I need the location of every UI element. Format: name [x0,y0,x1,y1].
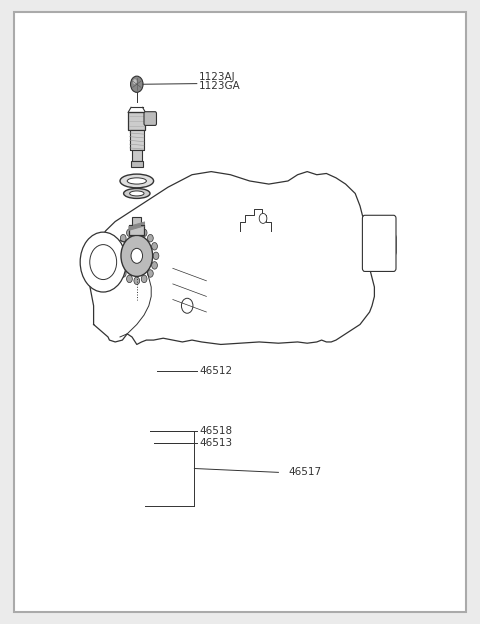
Text: 46518: 46518 [199,426,232,436]
Circle shape [115,252,120,260]
Circle shape [116,243,122,250]
FancyBboxPatch shape [362,215,396,271]
Bar [132,217,141,225]
Circle shape [90,245,117,280]
Circle shape [133,79,137,84]
Text: 1123AJ: 1123AJ [199,72,236,82]
Circle shape [127,275,132,283]
Circle shape [147,270,153,277]
Text: 46517: 46517 [288,467,321,477]
FancyBboxPatch shape [144,112,156,125]
Circle shape [153,252,159,260]
Polygon shape [89,172,396,344]
Circle shape [127,229,132,236]
Bar [130,130,144,150]
Ellipse shape [120,174,154,188]
Circle shape [134,277,140,285]
Circle shape [181,298,193,313]
Circle shape [259,213,267,223]
Circle shape [152,261,157,269]
Circle shape [152,243,157,250]
Text: 46513: 46513 [199,438,232,448]
Ellipse shape [123,188,150,198]
Circle shape [134,227,140,235]
Ellipse shape [130,191,144,196]
Bar [132,150,142,161]
Text: 46512: 46512 [199,366,232,376]
Circle shape [116,261,122,269]
FancyBboxPatch shape [14,12,466,612]
Circle shape [141,275,147,283]
Circle shape [147,235,153,242]
Circle shape [80,232,126,292]
Text: 1123GA: 1123GA [199,81,241,91]
Circle shape [120,270,126,277]
Bar [128,112,145,130]
Circle shape [121,235,153,276]
Ellipse shape [127,178,146,184]
Circle shape [120,235,126,242]
Circle shape [131,76,143,92]
Bar [129,225,144,235]
Circle shape [131,248,143,263]
Circle shape [141,229,147,236]
Bar [131,161,143,167]
